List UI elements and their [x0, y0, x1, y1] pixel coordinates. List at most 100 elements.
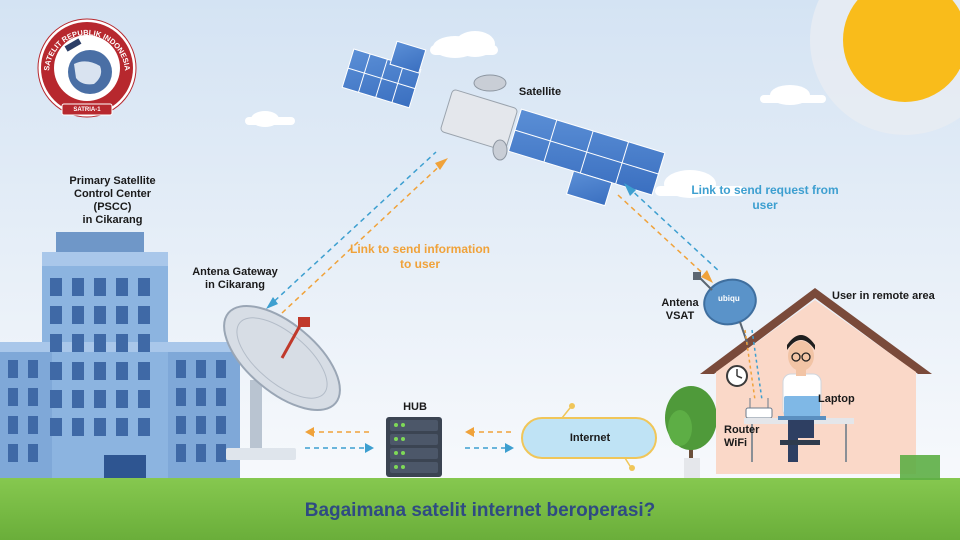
building-window	[176, 444, 186, 462]
satellite-label: Satellite	[518, 86, 562, 98]
router-label-line2: WiFi	[724, 437, 748, 449]
internet-cloud-icon	[521, 403, 657, 471]
building-window	[216, 360, 226, 378]
gateway-label-line1: Antena Gateway	[192, 266, 278, 278]
building-window	[8, 444, 18, 462]
link-from-user-line2: user	[752, 198, 778, 212]
footer-title: Bagaimana satelit internet beroperasi?	[304, 500, 656, 521]
building-window	[8, 360, 18, 378]
chair	[780, 440, 820, 445]
laptop-label: Laptop	[818, 393, 855, 405]
building-window	[138, 362, 150, 380]
satellite-icon	[341, 40, 666, 207]
building-window	[28, 360, 38, 378]
router-label-line1: Router	[724, 424, 760, 436]
link-gateway-to-satellite	[266, 151, 448, 314]
link-to-user-line1: Link to send information	[350, 242, 490, 256]
vsat-brand: ubiqu	[718, 294, 740, 303]
building-window	[50, 278, 62, 296]
router-icon	[745, 398, 773, 419]
building-window	[8, 416, 18, 434]
grass-ground	[0, 478, 960, 540]
building-window	[94, 306, 106, 324]
cloud-icon	[245, 111, 295, 127]
building-window	[196, 388, 206, 406]
building-window	[50, 306, 62, 324]
vsat-dish-icon	[693, 272, 757, 346]
link-to-user-line2: to user	[399, 257, 440, 271]
building-window	[196, 360, 206, 378]
vsat-label-line2: VSAT	[665, 310, 695, 322]
building-window	[50, 334, 62, 352]
building-window	[116, 362, 128, 380]
building-window	[94, 334, 106, 352]
pscc-label: Primary Satellite Control Center (PSCC) …	[40, 175, 185, 227]
building-window	[72, 418, 84, 436]
building-window	[116, 334, 128, 352]
pscc-label-line3: (PSCC)	[93, 201, 132, 213]
gateway-label-line2: in Cikarang	[205, 279, 265, 291]
sun-icon	[810, 0, 960, 135]
gateway-label: Antena Gateway in Cikarang	[180, 266, 290, 292]
hub-server-icon	[386, 417, 442, 477]
building-window	[94, 390, 106, 408]
building-window	[138, 334, 150, 352]
hub-label: HUB	[403, 401, 427, 413]
cloud-icon	[760, 85, 826, 105]
building-window	[50, 362, 62, 380]
building-window	[28, 388, 38, 406]
link-from-user-label: Link to send request from user	[675, 183, 855, 213]
link-from-user-line1: Link to send request from	[691, 183, 839, 197]
building-window	[50, 418, 62, 436]
building-window	[94, 278, 106, 296]
building-window	[94, 362, 106, 380]
clock-icon	[726, 365, 748, 387]
router-label: Router WiFi	[724, 424, 759, 450]
gateway-dish-icon	[223, 305, 341, 460]
user-area-label: User in remote area	[832, 290, 935, 302]
tree-icon	[665, 386, 717, 478]
cloud-icon	[430, 31, 498, 58]
link-to-user-label: Link to send information to user	[330, 242, 510, 272]
building-window	[72, 362, 84, 380]
building-window	[138, 278, 150, 296]
building-window	[72, 278, 84, 296]
building-window	[216, 416, 226, 434]
pscc-label-line4: in Cikarang	[82, 214, 143, 226]
building-window	[116, 306, 128, 324]
building-window	[176, 388, 186, 406]
logo-badge-text: SATRIA-1	[73, 107, 101, 113]
cloud-icon	[655, 170, 745, 198]
link-satellite-to-vsat	[617, 183, 721, 283]
pscc-label-line2: Control Center	[74, 188, 151, 200]
building-window	[72, 306, 84, 324]
laptop-icon	[778, 396, 826, 420]
building-window	[196, 416, 206, 434]
pscc-building	[0, 232, 240, 480]
building-window	[116, 390, 128, 408]
satria-logo	[37, 18, 137, 118]
building-window	[138, 390, 150, 408]
building-window	[72, 390, 84, 408]
building-window	[94, 418, 106, 436]
link-gateway-hub	[305, 427, 374, 453]
building-window	[176, 416, 186, 434]
building-window	[216, 444, 226, 462]
building-window	[72, 334, 84, 352]
building-window	[8, 388, 18, 406]
building-window	[50, 390, 62, 408]
building-window	[176, 360, 186, 378]
vsat-label: Antena VSAT	[655, 297, 705, 323]
building-window	[116, 278, 128, 296]
building-window	[28, 444, 38, 462]
building-window	[216, 388, 226, 406]
building-window	[138, 418, 150, 436]
building-window	[196, 444, 206, 462]
building-window	[138, 306, 150, 324]
pscc-label-line1: Primary Satellite	[69, 175, 156, 187]
svg-text:SATELIT REPUBLIK INDONESIA: SATELIT REPUBLIK INDONESIA	[42, 28, 132, 72]
internet-label: Internet	[569, 432, 611, 444]
building-window	[116, 418, 128, 436]
link-hub-internet	[465, 427, 514, 453]
